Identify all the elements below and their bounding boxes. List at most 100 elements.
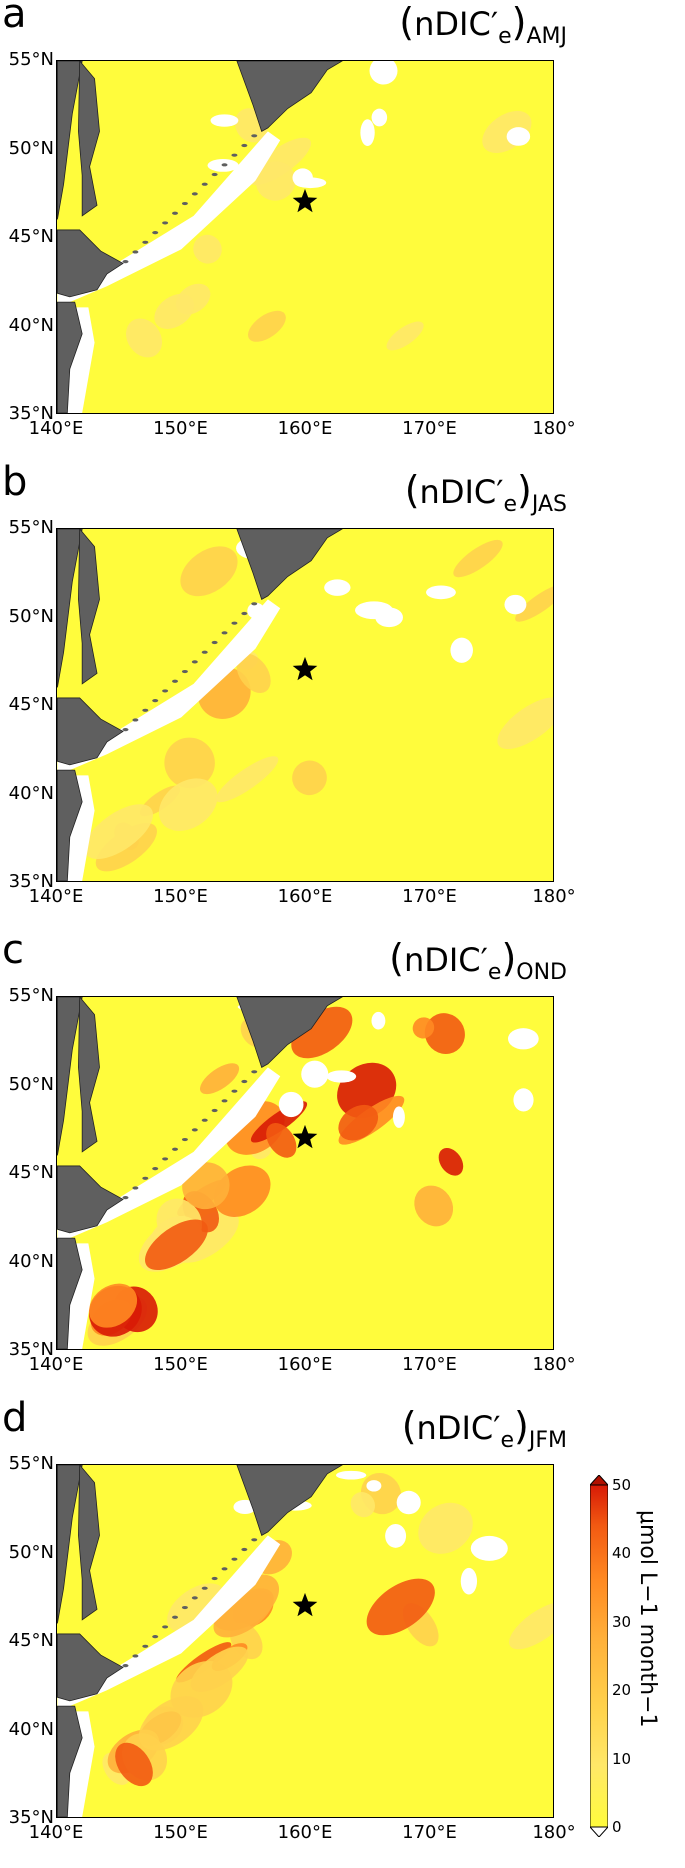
kuril-island	[251, 1070, 258, 1074]
title-sub-e: e	[498, 24, 512, 49]
lat-tick-label: 40°N	[8, 1250, 54, 1272]
map-frame	[56, 60, 554, 414]
lat-tick-label: 40°N	[8, 314, 54, 336]
land-mass	[78, 1465, 100, 1621]
lat-tick-label: 45°N	[8, 694, 54, 715]
panel-title: (nDIC′e)JAS	[404, 468, 567, 517]
lon-tick-label: 150°E	[153, 1354, 208, 1375]
title-base: nDIC′	[416, 1409, 501, 1447]
concentration-patch	[418, 1502, 473, 1554]
concentration-patch	[266, 1123, 297, 1158]
title-season: JAS	[531, 492, 567, 517]
lat-tick-label: 45°N	[8, 226, 54, 247]
concentration-patch	[412, 1017, 435, 1039]
kuril-island	[211, 640, 218, 645]
concentration-patch	[338, 1104, 379, 1141]
nodata-patch	[470, 1535, 508, 1561]
lon-tick-label: 180°	[532, 1354, 576, 1375]
kuril-island	[241, 1079, 248, 1084]
kuril-island	[241, 1547, 248, 1552]
kuril-island	[251, 1538, 258, 1542]
nodata-patch	[506, 127, 531, 146]
station-star-icon	[292, 188, 318, 213]
nodata-patch	[292, 168, 313, 188]
concentration-patch	[424, 1013, 465, 1055]
concentration-patch	[125, 318, 163, 358]
lat-tick-label: 50°N	[8, 605, 54, 627]
kuril-island	[201, 1118, 208, 1122]
kuril-island	[152, 231, 159, 235]
lat-tick-label: 55°N	[8, 49, 54, 70]
nodata-patch	[426, 585, 456, 600]
land-mass	[236, 61, 343, 132]
kuril-island	[191, 1128, 198, 1132]
title-base: nDIC′	[403, 941, 488, 979]
nodata-patch	[513, 1088, 534, 1112]
panel-letter: d	[2, 1395, 28, 1441]
land-mass	[57, 997, 83, 1156]
lon-tick-label: 140°E	[28, 1354, 84, 1375]
nodata-patch	[301, 1060, 329, 1088]
kuril-island	[122, 1196, 129, 1200]
title-base: nDIC′	[414, 5, 499, 43]
nodata-patch	[326, 1070, 357, 1083]
nodata-patch	[366, 1480, 382, 1492]
kuril-island	[191, 192, 198, 196]
concentration-patch	[292, 760, 327, 796]
title-sub-e: e	[500, 1428, 515, 1453]
kuril-island	[251, 602, 258, 606]
concentration-patch	[414, 1185, 454, 1227]
kuril-island	[152, 1635, 159, 1639]
colorbar-tick-label: 20	[612, 1681, 632, 1700]
kuril-island	[152, 1167, 159, 1171]
lat-tick-label: 40°N	[8, 1718, 54, 1740]
concentration-patch	[215, 756, 279, 803]
land-mass	[57, 769, 83, 881]
nodata-patch	[360, 119, 375, 147]
lon-tick-label: 140°E	[28, 418, 84, 439]
land-mass	[78, 529, 100, 685]
concentration-patch	[247, 310, 286, 342]
kuril-island	[152, 699, 159, 703]
panel-title: (nDIC′e)OND	[389, 936, 567, 985]
kuril-island	[181, 201, 188, 206]
panel-title: (nDIC′e)JFM	[401, 1404, 567, 1453]
kuril-island	[221, 163, 228, 167]
nodata-patch	[385, 1523, 407, 1548]
concentration-patch	[515, 584, 553, 622]
kuril-island	[201, 1586, 208, 1590]
kuril-island	[201, 650, 208, 654]
concentration-patch	[236, 653, 271, 693]
lat-tick-label: 35°N	[8, 1807, 54, 1828]
kuril-island	[201, 182, 208, 186]
station-star-icon	[292, 1592, 318, 1617]
lon-tick-label: 150°E	[153, 418, 208, 439]
map-field	[57, 61, 553, 413]
kuril-island	[231, 621, 238, 625]
land-mass	[57, 1633, 124, 1702]
lat-tick-label: 50°N	[8, 1541, 54, 1563]
concentration-patch	[145, 1219, 208, 1271]
concentration-patch	[509, 1602, 553, 1650]
map-panel-c: c (nDIC′e)OND 55°N 50°N 45°N 40°N 35°N 140°E 150…	[0, 927, 685, 1400]
lon-tick-label: 160°E	[277, 1354, 333, 1375]
concentration-patch	[115, 1742, 153, 1787]
lon-tick-label: 150°E	[153, 1822, 208, 1843]
title-season: OND	[516, 960, 567, 985]
concentration-patch	[386, 321, 424, 351]
kuril-island	[172, 679, 178, 683]
concentration-patch	[453, 539, 503, 578]
kuril-island	[191, 660, 198, 664]
lon-tick-label: 170°E	[402, 886, 457, 907]
title-base: nDIC′	[419, 473, 504, 511]
concentration-patch	[154, 293, 195, 329]
kuril-island	[132, 718, 139, 722]
lon-tick-label: 140°E	[28, 886, 84, 907]
map-panel-a: a (nDIC′e)AMJ 55°N 50°N 45°N 40°N 35°N 140°E 150…	[0, 0, 685, 464]
kuril-island	[142, 1644, 149, 1648]
land-mass	[57, 229, 124, 298]
map-frame	[56, 1464, 554, 1818]
land-mass	[78, 997, 100, 1153]
concentration-patch	[182, 1162, 230, 1210]
title-season: AMJ	[526, 24, 567, 49]
